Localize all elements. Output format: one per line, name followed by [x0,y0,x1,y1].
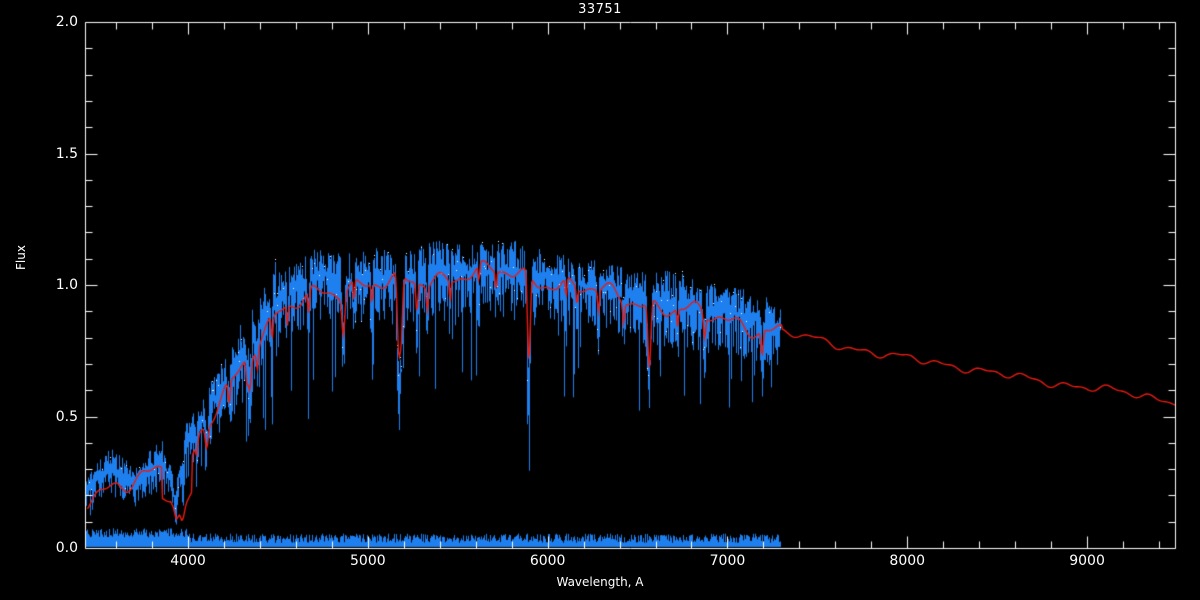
x-tick-label: 7000 [709,553,746,569]
y-tick-label: 1.0 [55,277,78,293]
y-tick-label: 2.0 [55,14,78,30]
x-axis-label: Wavelength, A [556,575,644,589]
x-tick-label: 6000 [529,553,566,569]
x-tick-label: 8000 [889,553,926,569]
y-axis-label: Flux [14,245,28,270]
x-tick-label: 9000 [1069,553,1105,569]
y-tick-label: 1.5 [55,145,78,162]
x-tick-label: 4000 [170,553,206,569]
y-tick-label: 0.5 [55,408,78,425]
x-tick-label: 5000 [350,553,386,569]
y-tick-label: 0.0 [55,540,78,556]
page-title: 33751 [578,2,622,17]
